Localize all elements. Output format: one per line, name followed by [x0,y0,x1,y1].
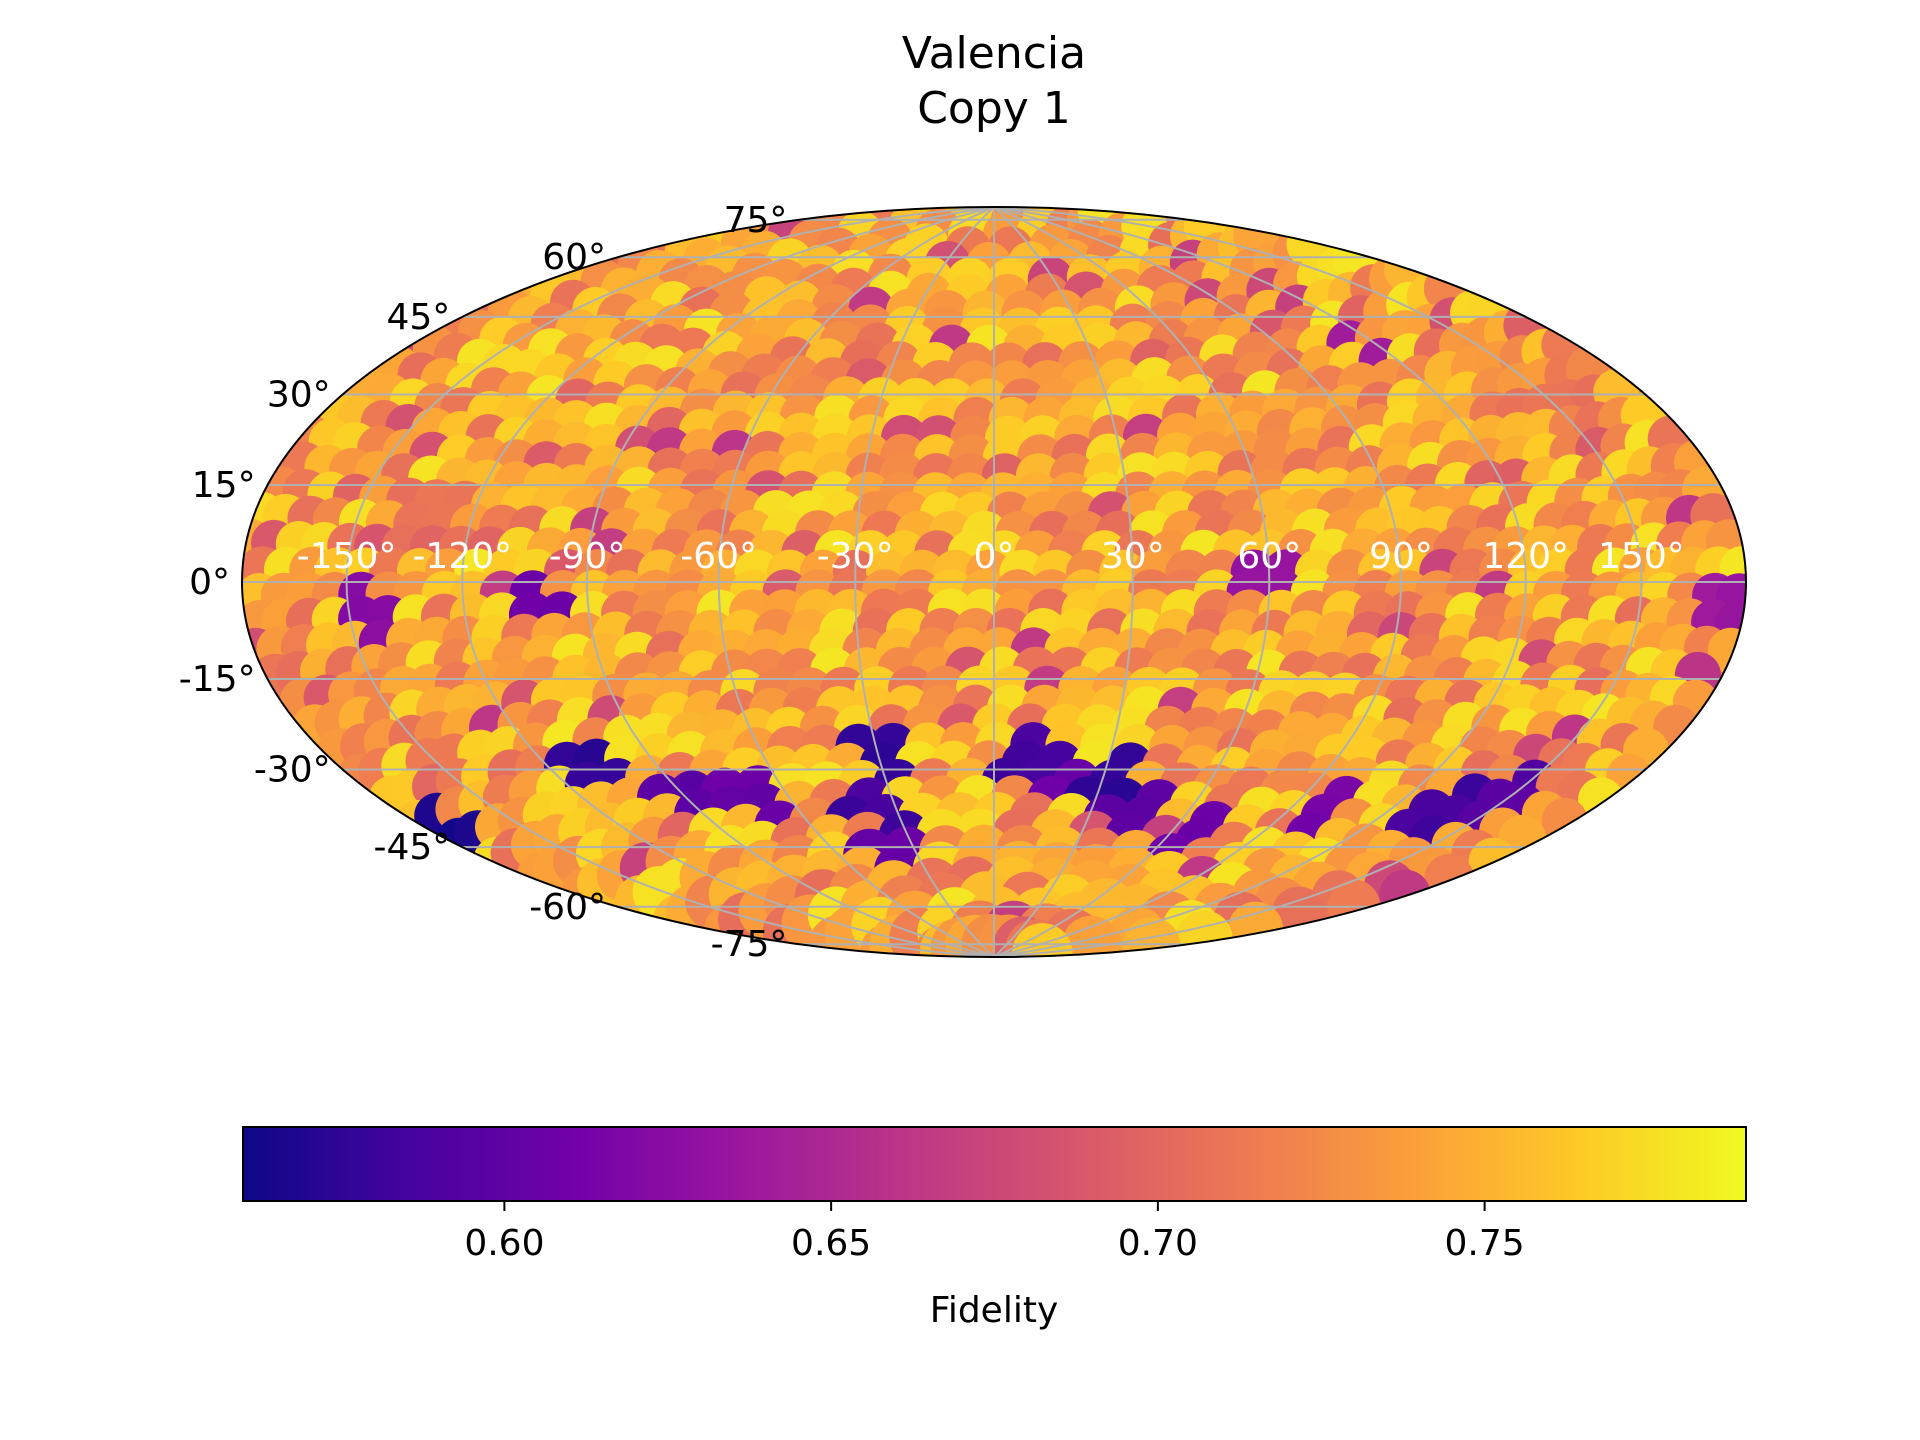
chart-title-line-1: Valencia [902,28,1086,79]
meridian-line [854,207,995,957]
longitude-tick-label: 150° [1598,536,1685,577]
meridian-line [461,207,995,957]
meridian-line [993,207,1271,957]
chart-title-line-2: Copy 1 [917,83,1071,134]
longitude-tick-label: 120° [1482,536,1569,577]
fidelity-tile [1577,777,1624,824]
colorbar: 0.60 0.65 0.70 0.75 Fidelity [242,1126,1747,1331]
meridian-line [717,207,995,957]
latitude-tick-label: 60° [542,237,606,278]
graticule [242,207,1746,957]
fidelity-tiles [242,207,1746,957]
longitude-tick-label: -120° [412,536,512,577]
longitude-tick-label: -60° [680,536,757,577]
colorbar-tick-label: 0.60 [464,1223,544,1264]
fidelity-tile [1424,854,1475,904]
colorbar-tick-label: 0.65 [791,1223,871,1264]
latitude-tick-label: -45° [373,827,450,868]
fidelity-tile [1541,797,1588,844]
meridian-line [993,207,1527,957]
map-outline [241,206,1747,958]
longitude-labels: -150° -120° -90° -60° -30° 0° 30° 60° 90° 120° 150… [297,536,1685,577]
meridian-line [585,207,995,957]
longitude-tick-label: -150° [297,536,397,577]
latitude-tick-label: 0° [189,562,230,603]
colorbar-gradient [242,1126,1747,1202]
fidelity-tile [1122,917,1181,957]
latitude-tick-label: 75° [724,200,788,241]
latitude-tick-label: 30° [267,375,331,416]
latitude-tick-label: -75° [711,924,788,965]
longitude-tick-label: 90° [1369,536,1433,577]
latitude-tick-label: -60° [529,887,606,928]
latitude-labels: 75° 60° 45° 30° 15° 0° -15° -30° -45° -60° -75° [179,200,788,965]
colorbar-label: Fidelity [930,1290,1059,1331]
longitude-tick-label: -30° [817,536,894,577]
longitude-tick-label: 0° [974,536,1015,577]
colorbar-ticks: 0.60 0.65 0.70 0.75 [464,1201,1525,1264]
longitude-tick-label: -90° [549,536,626,577]
latitude-tick-label: -30° [254,750,331,791]
latitude-tick-label: 15° [192,465,256,506]
meridian-line [993,207,1643,957]
longitude-tick-label: 60° [1237,536,1301,577]
colorbar-tick-label: 0.70 [1118,1223,1198,1264]
meridian-line [993,207,1134,957]
meridian-line [345,207,995,957]
map-area [241,206,1747,958]
longitude-tick-label: 30° [1101,536,1165,577]
fidelity-tile [1061,915,1121,957]
latitude-tick-label: -15° [179,659,256,700]
colorbar-tick-label: 0.75 [1445,1223,1525,1264]
latitude-tick-label: 45° [386,297,450,338]
meridian-line [993,207,1403,957]
